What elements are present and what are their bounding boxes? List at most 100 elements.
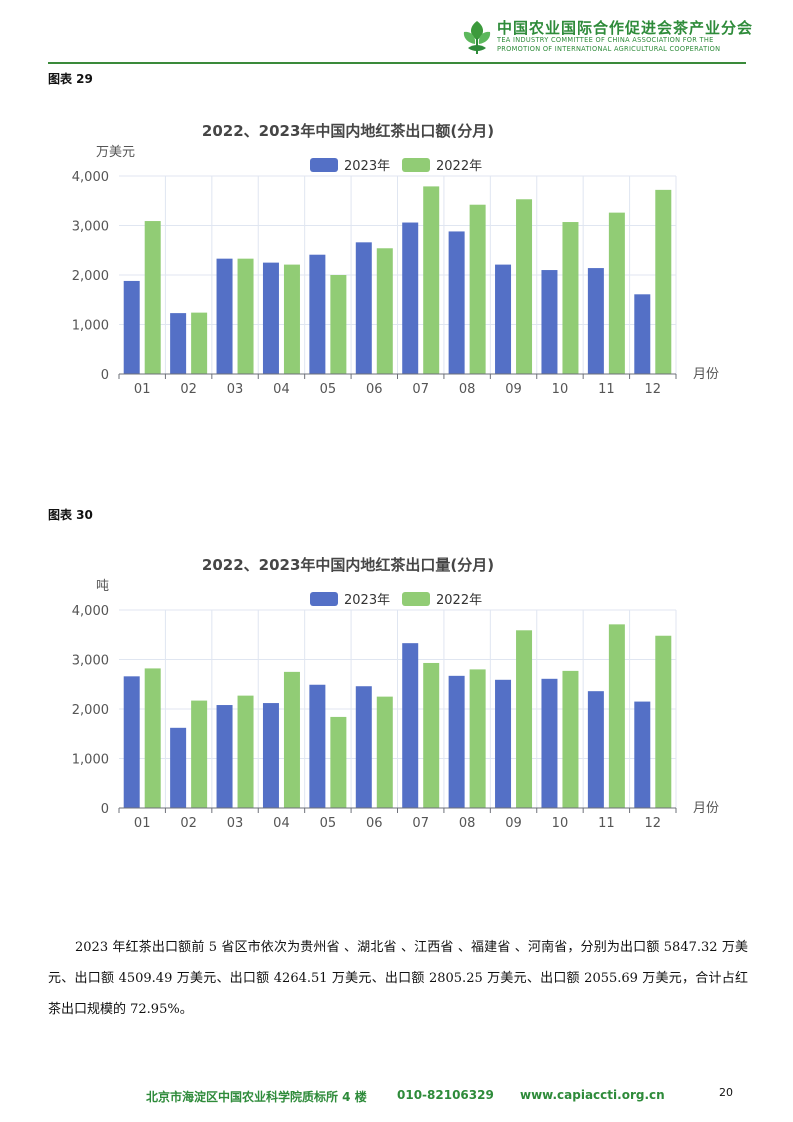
bar-2022-12	[655, 635, 672, 808]
bar-2023-07	[402, 222, 419, 374]
x-tick-label: 07	[412, 816, 429, 831]
bar-2023-03	[216, 258, 233, 374]
legend-label-0: 2023年	[344, 159, 390, 174]
bar-2022-10	[562, 670, 579, 808]
footer-website[interactable]: www.capiaccti.org.cn	[520, 1088, 665, 1102]
x-tick-label: 05	[320, 816, 337, 831]
bar-2022-04	[283, 671, 300, 808]
bar-2022-11	[608, 624, 625, 808]
y-tick-label: 4,000	[72, 604, 109, 619]
footer-address: 北京市海淀区中国农业科学院质标所 4 楼	[146, 1090, 367, 1104]
bar-2023-03	[216, 705, 233, 808]
y-tick-label: 3,000	[72, 220, 109, 235]
x-tick-label: 09	[505, 382, 522, 397]
page-header: 中国农业国际合作促进会茶产业分会 TEA INDUSTRY COMMITTEE …	[48, 0, 752, 64]
x-tick-label: 10	[552, 382, 569, 397]
y-tick-label: 2,000	[72, 703, 109, 718]
footer-phone: 010-82106329	[397, 1088, 494, 1102]
y-tick-label: 0	[101, 802, 109, 817]
bar-2023-01	[123, 676, 140, 808]
bar-2023-08	[448, 675, 465, 808]
x-axis-label: 月份	[693, 367, 719, 382]
x-tick-label: 05	[320, 382, 337, 397]
bar-2023-07	[402, 643, 419, 808]
bar-2023-09	[495, 679, 512, 808]
y-axis-label: 吨	[96, 579, 109, 594]
bar-2022-03	[237, 695, 254, 808]
bar-2023-05	[309, 254, 326, 374]
page-footer: 北京市海淀区中国农业科学院质标所 4 楼 010-82106329 www.ca…	[0, 1088, 793, 1108]
bar-2022-05	[330, 716, 347, 808]
x-tick-label: 01	[134, 382, 151, 397]
legend-swatch-1	[402, 158, 430, 172]
chart-title: 2022、2023年中国内地红茶出口量(分月)	[202, 556, 494, 574]
org-name-en: TEA INDUSTRY COMMITTEE OF CHINA ASSOCIAT…	[497, 36, 720, 53]
bar-2022-02	[191, 700, 208, 808]
bar-2022-08	[469, 669, 486, 808]
chart-export-volume: 2022、2023年中国内地红茶出口量(分月) 吨月份 2023年 2022年 0 1,0…	[48, 546, 748, 846]
x-tick-label: 06	[366, 816, 383, 831]
x-tick-label: 12	[645, 816, 662, 831]
x-tick-label: 03	[227, 816, 244, 831]
legend-swatch-0	[310, 592, 338, 606]
bar-2022-05	[330, 275, 347, 374]
bar-2022-01	[144, 668, 161, 808]
bar-2023-11	[587, 691, 604, 808]
bar-2023-06	[355, 242, 372, 374]
tea-leaf-logo-icon	[463, 21, 491, 54]
bar-2023-10	[541, 270, 558, 374]
bar-2023-12	[634, 294, 651, 374]
header-divider	[48, 62, 746, 64]
bar-2023-12	[634, 701, 651, 808]
bar-2023-04	[262, 703, 279, 808]
x-tick-label: 02	[180, 816, 197, 831]
bar-2022-09	[516, 630, 533, 808]
bar-2023-02	[170, 727, 187, 808]
bar-2022-03	[237, 258, 254, 374]
bar-2022-12	[655, 189, 672, 374]
bar-2022-07	[423, 186, 440, 374]
x-axis-label: 月份	[693, 801, 719, 816]
x-tick-label: 10	[552, 816, 569, 831]
x-tick-label: 07	[412, 382, 429, 397]
x-tick-label: 01	[134, 816, 151, 831]
bar-2022-02	[191, 312, 208, 374]
x-tick-label: 04	[273, 382, 290, 397]
y-tick-label: 4,000	[72, 170, 109, 185]
legend-swatch-1	[402, 592, 430, 606]
y-axis-label: 万美元	[96, 145, 135, 160]
x-tick-label: 03	[227, 382, 244, 397]
chart-export-volume-svg: 2022、2023年中国内地红茶出口量(分月) 吨月份 2023年 2022年 0 1,0…	[72, 556, 719, 831]
x-tick-label: 11	[598, 816, 615, 831]
x-tick-label: 04	[273, 816, 290, 831]
bar-2022-10	[562, 222, 579, 374]
legend-label-0: 2023年	[344, 593, 390, 608]
x-tick-label: 08	[459, 816, 476, 831]
chart-title: 2022、2023年中国内地红茶出口额(分月)	[202, 122, 494, 140]
bar-2023-11	[587, 268, 604, 374]
y-tick-label: 0	[101, 368, 109, 383]
bar-2023-08	[448, 231, 465, 374]
bar-2023-02	[170, 313, 187, 374]
bar-2022-08	[469, 204, 486, 374]
y-tick-label: 2,000	[72, 269, 109, 284]
legend-label-1: 2022年	[436, 159, 482, 174]
bar-2022-07	[423, 662, 440, 808]
x-tick-label: 02	[180, 382, 197, 397]
summary-paragraph: 2023 年红茶出口额前 5 省区市依次为贵州省 、湖北省 、江西省 、福建省 …	[48, 940, 748, 1017]
bar-2022-11	[608, 212, 625, 374]
org-name-cn: 中国农业国际合作促进会茶产业分会	[497, 19, 754, 37]
x-tick-label: 11	[598, 382, 615, 397]
legend-swatch-0	[310, 158, 338, 172]
org-name-en-line1: TEA INDUSTRY COMMITTEE OF CHINA ASSOCIAT…	[497, 36, 714, 44]
x-tick-label: 12	[645, 382, 662, 397]
legend-label-1: 2022年	[436, 593, 482, 608]
x-tick-label: 06	[366, 382, 383, 397]
bar-2022-01	[144, 221, 161, 374]
bar-2023-09	[495, 264, 512, 374]
bar-2023-05	[309, 684, 326, 808]
y-tick-label: 3,000	[72, 654, 109, 669]
bar-2023-06	[355, 686, 372, 808]
chart-export-value: 2022、2023年中国内地红茶出口额(分月) 万美元 月份 2023年 2022年 0 1…	[48, 112, 748, 412]
